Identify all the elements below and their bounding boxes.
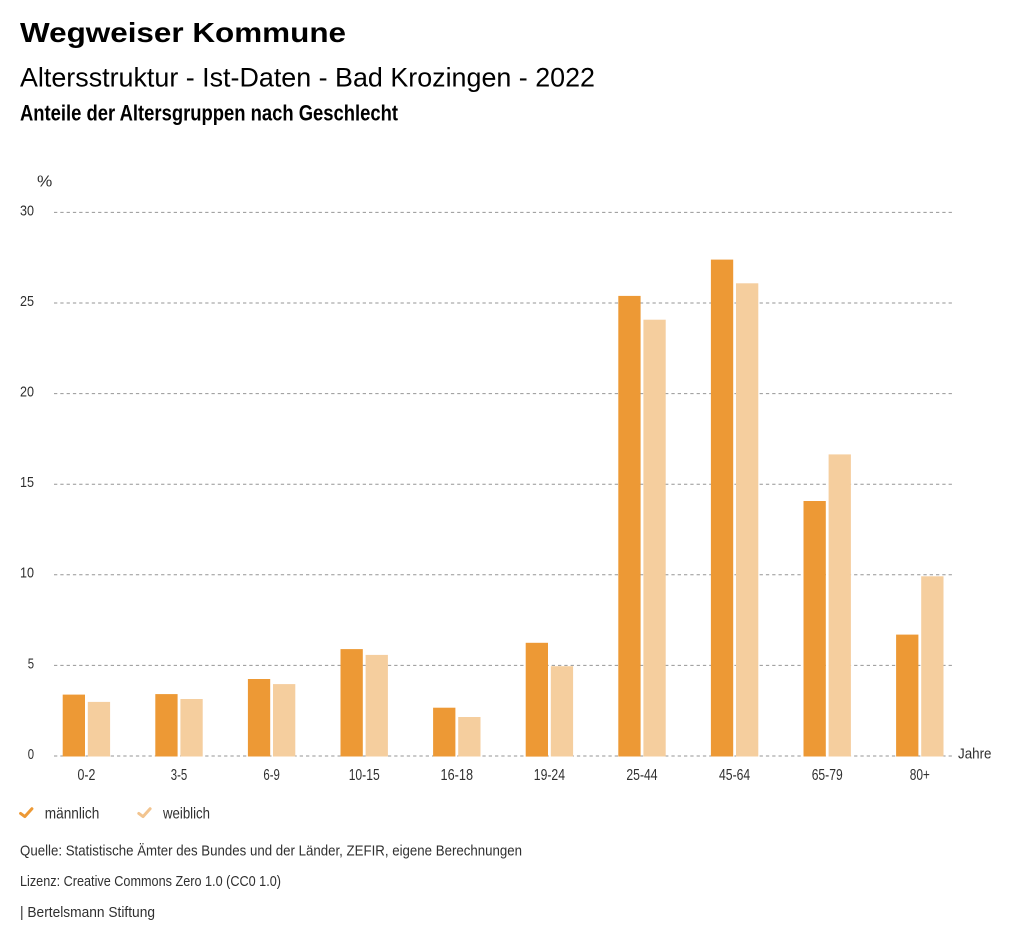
svg-text:Wegweiser Kommune: Wegweiser Kommune — [20, 17, 346, 48]
svg-text:10: 10 — [20, 565, 34, 582]
svg-text:15: 15 — [20, 474, 34, 491]
svg-text:Altersstruktur - Ist-Daten - B: Altersstruktur - Ist-Daten - Bad Krozing… — [20, 63, 595, 93]
svg-text:Anteile der Altersgruppen nach: Anteile der Altersgruppen nach Geschlech… — [20, 101, 399, 126]
svg-text:0-2: 0-2 — [77, 767, 95, 784]
svg-text:%: % — [37, 174, 52, 191]
svg-text:3-5: 3-5 — [171, 767, 188, 784]
svg-text:0: 0 — [28, 746, 34, 763]
svg-text:| Bertelsmann Stiftung: | Bertelsmann Stiftung — [20, 904, 155, 921]
svg-text:weiblich: weiblich — [162, 806, 210, 823]
svg-text:männlich: männlich — [45, 806, 100, 823]
svg-text:10-15: 10-15 — [349, 767, 380, 784]
svg-text:80+: 80+ — [910, 767, 930, 784]
svg-text:Jahre: Jahre — [958, 746, 992, 763]
svg-text:25: 25 — [20, 293, 34, 310]
svg-text:5: 5 — [28, 655, 34, 672]
svg-text:16-18: 16-18 — [441, 767, 474, 784]
svg-text:65-79: 65-79 — [812, 767, 843, 784]
svg-text:19-24: 19-24 — [534, 767, 565, 784]
svg-text:6-9: 6-9 — [263, 767, 280, 784]
svg-text:20: 20 — [20, 384, 34, 401]
svg-text:Quelle: Statistische Ämter des: Quelle: Statistische Ämter des Bundes un… — [20, 843, 522, 860]
svg-text:30: 30 — [20, 202, 34, 219]
svg-text:Lizenz: Creative Commons Zero: Lizenz: Creative Commons Zero 1.0 (CC0 1… — [20, 873, 281, 890]
svg-text:25-44: 25-44 — [626, 767, 657, 784]
svg-text:45-64: 45-64 — [719, 767, 750, 784]
